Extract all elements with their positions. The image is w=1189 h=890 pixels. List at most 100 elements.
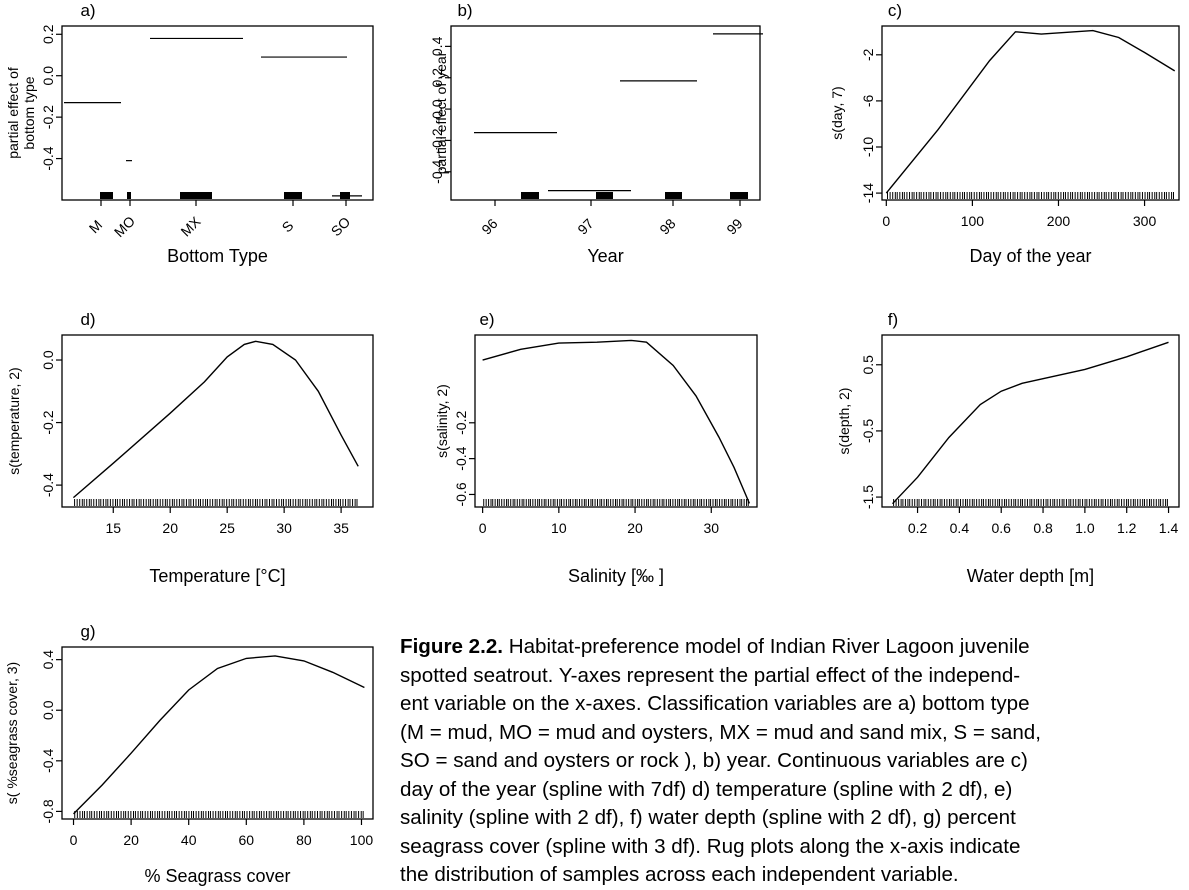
x-tick-label: 97: [574, 215, 596, 237]
x-tick-label: 0: [479, 520, 487, 536]
y-tick-label: -14: [860, 183, 876, 203]
x-tick-label: 0: [882, 213, 890, 229]
x-axis-label: Day of the year: [969, 246, 1091, 266]
series-line: [482, 339, 751, 504]
y-tick-label: -2: [860, 48, 876, 61]
panel-label: f): [888, 310, 898, 329]
y-tick-label: -0.2: [40, 105, 56, 129]
x-axis-label: Year: [587, 246, 623, 266]
x-axis-label: Water depth [m]: [967, 566, 1094, 586]
x-tick-label: 99: [723, 215, 745, 237]
caption-line-2: spotted seatrout. Y-axes represent the p…: [400, 663, 1021, 687]
y-axis-label: partial effect of: [5, 67, 21, 159]
y-tick-label: -0.2: [429, 128, 445, 152]
y-tick-label: 0.0: [40, 700, 56, 720]
plot-frame: [61, 334, 374, 508]
y-tick-label: -0.5: [860, 419, 876, 443]
y-tick-label: -0.4: [453, 446, 469, 470]
y-tick-label: -10: [860, 137, 876, 157]
x-tick-label: 15: [105, 520, 121, 536]
panel-a: a) -0.4 -0.2 0.0 0.2 partial effect of bottom …: [5, 1, 374, 266]
caption-line-9: the distribution of samples across each …: [400, 863, 959, 886]
caption-line-3: ent variable on the x-axes. Classificati…: [400, 692, 1030, 715]
x-tick-label: 25: [219, 520, 235, 536]
y-axis-label: s(temperature, 2): [6, 367, 22, 474]
x-tick-label: 40: [181, 832, 197, 848]
x-tick-label: 35: [333, 520, 349, 536]
x-tick-label: 0.6: [991, 520, 1011, 536]
x-axis-label: Temperature [°C]: [149, 566, 285, 586]
x-tick-label: SO: [328, 214, 354, 240]
plot-frame: [450, 25, 761, 201]
y-tick-label: -1.5: [860, 485, 876, 509]
rug-mark: [596, 192, 613, 199]
y-axis-label: bottom type: [21, 76, 37, 149]
x-tick-label: MO: [111, 213, 138, 240]
y-axis-label: s(day, 7): [829, 86, 845, 139]
y-tick-label: -0.2: [40, 410, 56, 434]
y-tick-label: -0.6: [453, 482, 469, 506]
y-tick-label: 0.0: [40, 350, 56, 370]
series-line: [885, 29, 1176, 194]
x-tick-label: 80: [296, 832, 312, 848]
rug-mark: [284, 192, 302, 199]
y-tick-label: -0.4: [40, 749, 56, 773]
y-tick-label: -0.2: [453, 411, 469, 435]
y-tick-label: -6: [860, 94, 876, 107]
series-line: [891, 341, 1169, 505]
y-axis-label: s(salinity, 2): [434, 384, 450, 458]
y-tick-label: 0.0: [40, 66, 56, 86]
plot-frame: [61, 646, 374, 820]
x-tick-label: 300: [1133, 213, 1157, 229]
x-tick-label: 0.4: [950, 520, 970, 536]
y-axis-label: partial effect of year: [433, 51, 449, 174]
panel-g: g) -0.8 -0.4 0.0 0.4 s( %seagrass cover, 3) % …: [4, 622, 374, 886]
series-line: [73, 655, 365, 815]
panel-label: c): [888, 1, 902, 20]
plot-frame: [61, 25, 374, 201]
panel-c: c) -14 -10 -6 -2 s(day, 7) Day of the year 0 100…: [829, 1, 1180, 266]
y-tick-label: 0.4: [429, 36, 445, 56]
panel-label: d): [80, 310, 95, 329]
rug-mark: [521, 192, 539, 199]
panel-label: e): [479, 310, 494, 329]
x-axis-label: Salinity [‰ ]: [568, 566, 664, 586]
x-tick-label: 1.4: [1159, 520, 1179, 536]
x-tick-label: 0.8: [1033, 520, 1053, 536]
panel-f: f) -1.5 -0.5 0.5 s(depth, 2) Water depth [m] 0…: [836, 310, 1180, 586]
x-tick-label: 60: [239, 832, 255, 848]
x-tick-label: M: [86, 217, 106, 237]
panel-e: e) -0.6 -0.4 -0.2s(salinity, 2) Salinity [‰ …: [434, 310, 758, 586]
x-axis-label: % Seagrass cover: [144, 866, 290, 886]
panel-label: a): [80, 1, 95, 20]
x-tick-label: 1.0: [1075, 520, 1095, 536]
y-axis-label: s(depth, 2): [836, 388, 852, 455]
y-tick-label: 0.2: [40, 24, 56, 44]
x-tick-label: 98: [656, 215, 678, 237]
figure-caption: Figure 2.2. Habitat-preference model of …: [400, 633, 1189, 890]
x-tick-label: 10: [551, 520, 567, 536]
plot-frame: [474, 334, 758, 508]
caption-label: Figure 2.2.: [400, 635, 503, 658]
caption-line-7: salinity (spline with 2 df), f) water de…: [400, 806, 1016, 829]
rug-mark: [340, 192, 350, 199]
rug-mark: [180, 192, 212, 199]
plot-frame: [881, 25, 1180, 201]
y-tick-label: 0.0: [429, 99, 445, 119]
x-tick-label: 100: [961, 213, 985, 229]
x-tick-label: 200: [1047, 213, 1071, 229]
y-tick-label: 0.5: [860, 355, 876, 375]
x-tick-label: 30: [703, 520, 719, 536]
x-tick-label: S: [279, 218, 297, 236]
rug-mark: [127, 192, 131, 199]
panel-label: b): [457, 1, 472, 20]
x-tick-label: 20: [627, 520, 643, 536]
y-axis-label: s( %seagrass cover, 3): [4, 662, 20, 804]
x-tick-label: 96: [478, 215, 500, 237]
x-tick-label: 1.2: [1117, 520, 1137, 536]
caption-line-6: day of the year (spline with 7df) d) tem…: [400, 777, 1013, 801]
x-tick-label: 20: [123, 832, 139, 848]
y-tick-label: -0.8: [40, 799, 56, 823]
